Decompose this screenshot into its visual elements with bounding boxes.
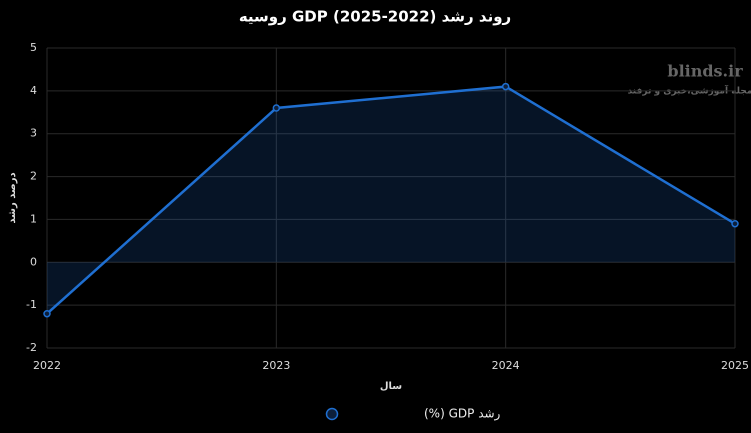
point: [731, 219, 739, 228]
point: [272, 104, 281, 112]
x-tick-label: 2025: [721, 359, 749, 372]
x-tick-label: 2023: [262, 359, 290, 372]
watermark-brand: blinds.ir: [667, 62, 743, 81]
y-tick-label: 4: [30, 84, 37, 97]
point: [501, 82, 510, 91]
area: [47, 86, 735, 314]
y-axis-label: درصد رشد: [7, 172, 18, 223]
x-tick-label: 2022: [33, 359, 61, 372]
y-tick-label: -1: [26, 298, 37, 311]
legend-label: رشد GDP (%): [424, 407, 501, 422]
y-tick-label: 3: [30, 127, 37, 140]
point: [43, 309, 51, 318]
y-tick-label: 0: [30, 255, 37, 268]
y-tick-label: 5: [30, 41, 37, 54]
x-tick-label: 2024: [492, 359, 520, 372]
line: [46, 85, 736, 315]
x-axis-label: سال: [380, 381, 402, 392]
y-tick-label: 1: [30, 212, 37, 225]
y-tick-label: 2: [30, 170, 37, 183]
y-tick-label: -2: [26, 341, 37, 354]
legend-swatch: [325, 407, 339, 421]
chart-title: روند رشد GDP (2025-2022) روسیه: [239, 8, 511, 26]
